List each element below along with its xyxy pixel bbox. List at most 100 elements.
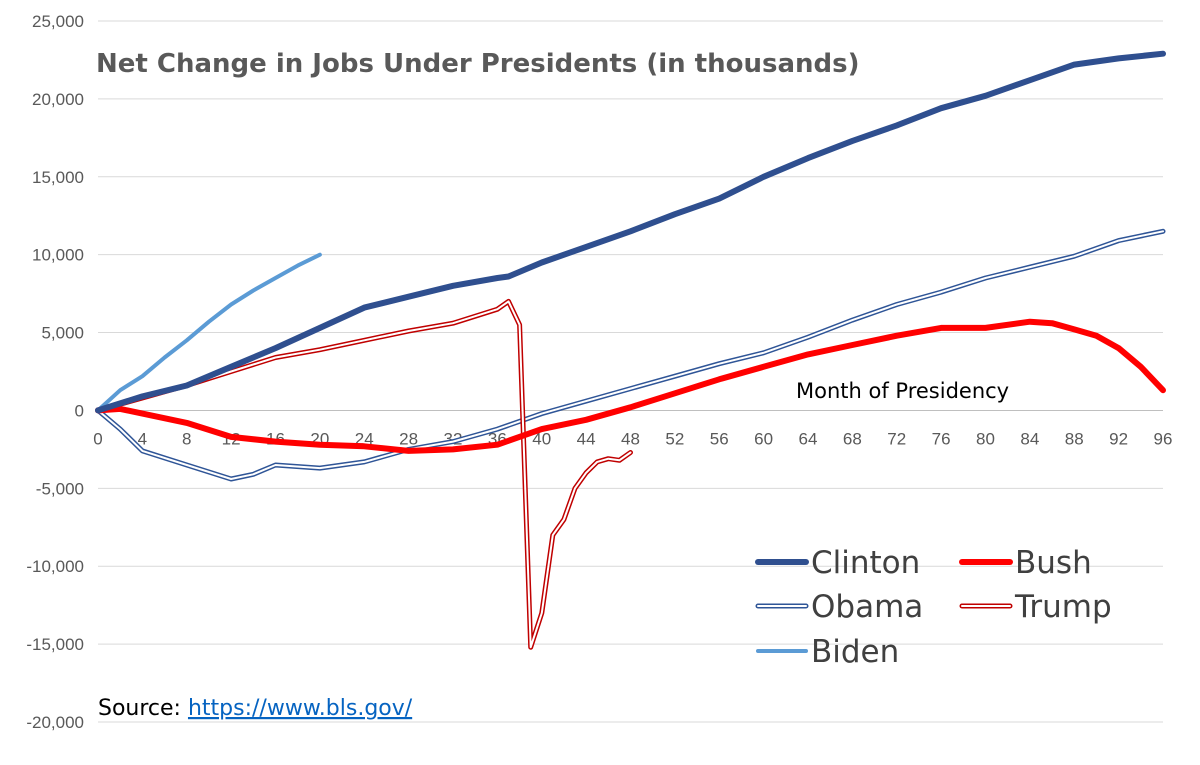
data-point-clinton xyxy=(142,396,144,398)
data-point-clinton xyxy=(985,95,987,97)
chart-title: Net Change in Jobs Under Presidents (in … xyxy=(96,49,859,79)
y-tick-label: -20,000 xyxy=(26,713,84,732)
data-point-obama xyxy=(186,464,188,466)
y-tick-label: 20,000 xyxy=(32,90,84,109)
data-point-clinton xyxy=(1162,53,1164,55)
data-point-clinton xyxy=(718,198,720,200)
y-tick-label: 25,000 xyxy=(32,12,84,31)
source-annotation: Source: https://www.bls.gov/ xyxy=(98,696,413,721)
data-point-clinton xyxy=(763,176,765,178)
legend-label-bush: Bush xyxy=(1015,545,1092,581)
data-point-bush xyxy=(807,354,809,356)
data-point-bush xyxy=(674,393,676,395)
data-point-bush xyxy=(1162,389,1164,391)
data-point-biden xyxy=(297,265,299,267)
legend: Clinton Bush Obama Trump Biden xyxy=(755,545,1112,670)
data-point-trump xyxy=(530,646,532,648)
data-point-clinton xyxy=(852,140,854,142)
data-point-trump xyxy=(408,330,410,332)
data-point-bush xyxy=(275,441,277,443)
y-tick-label: 10,000 xyxy=(32,246,84,265)
data-point-obama xyxy=(319,467,321,469)
data-point-clinton xyxy=(585,246,587,248)
data-point-obama xyxy=(985,277,987,279)
data-point-clinton xyxy=(508,276,510,278)
data-point-trump xyxy=(497,308,499,310)
series-line-bush xyxy=(95,318,1166,454)
data-point-trump xyxy=(275,357,277,359)
data-point-clinton xyxy=(275,347,277,349)
data-point-obama xyxy=(807,336,809,338)
data-point-bush xyxy=(319,444,321,446)
x-tick-label: 52 xyxy=(665,429,684,448)
data-point-obama xyxy=(1118,240,1120,242)
series-line-clinton xyxy=(95,50,1166,414)
data-point-clinton xyxy=(630,231,632,233)
data-point-bush xyxy=(452,449,454,451)
data-point-bush xyxy=(119,408,121,410)
data-point-bush xyxy=(940,327,942,329)
legend-item-trump: Trump xyxy=(959,589,1112,625)
data-point-obama xyxy=(497,428,499,430)
data-point-obama xyxy=(585,400,587,402)
data-point-obama xyxy=(630,388,632,390)
data-point-bush xyxy=(1140,366,1142,368)
data-point-obama xyxy=(763,352,765,354)
x-tick-label: 84 xyxy=(1020,429,1039,448)
x-tick-label: 96 xyxy=(1154,429,1173,448)
data-point-biden xyxy=(164,357,166,359)
data-point-obama xyxy=(541,413,543,415)
data-point-obama xyxy=(896,304,898,306)
data-point-biden xyxy=(275,277,277,279)
data-point-clinton xyxy=(319,327,321,329)
data-point-obama xyxy=(230,478,232,480)
data-point-trump xyxy=(363,340,365,342)
data-point-clinton xyxy=(807,157,809,159)
data-point-obama xyxy=(119,428,121,430)
data-point-biden xyxy=(253,290,255,292)
x-tick-label: 44 xyxy=(577,429,596,448)
x-tick-label: 0 xyxy=(93,429,102,448)
data-point-trump xyxy=(608,458,610,460)
data-point-clinton xyxy=(186,385,188,387)
data-point-obama xyxy=(363,461,365,463)
data-point-obama xyxy=(674,375,676,377)
y-tick-label: -15,000 xyxy=(26,635,84,654)
data-point-bush xyxy=(1118,347,1120,349)
data-point-bush xyxy=(142,413,144,415)
data-point-clinton xyxy=(940,107,942,109)
data-point-clinton xyxy=(230,366,232,368)
data-point-bush xyxy=(896,335,898,337)
x-tick-label: 72 xyxy=(887,429,906,448)
data-point-bush xyxy=(1029,321,1031,323)
data-point-obama xyxy=(940,291,942,293)
x-tick-label: 56 xyxy=(710,429,729,448)
series-trump xyxy=(95,298,633,650)
data-point-biden xyxy=(208,321,210,323)
data-point-bush xyxy=(718,378,720,380)
data-point-trump xyxy=(574,488,576,490)
data-point-bush xyxy=(230,436,232,438)
data-point-trump xyxy=(230,371,232,373)
data-point-obama xyxy=(275,464,277,466)
data-point-trump xyxy=(552,534,554,536)
x-axis-label: Month of Presidency xyxy=(796,379,1009,403)
x-tick-label: 76 xyxy=(932,429,951,448)
data-point-obama xyxy=(142,450,144,452)
data-point-bush xyxy=(985,327,987,329)
data-point-trump xyxy=(630,452,632,454)
x-tick-label: 8 xyxy=(182,429,191,448)
x-tick-label: 60 xyxy=(754,429,773,448)
x-tick-label: 64 xyxy=(799,429,818,448)
legend-item-bush: Bush xyxy=(959,545,1092,581)
data-point-bush xyxy=(186,422,188,424)
data-point-bush xyxy=(630,407,632,409)
y-axis-ticks: -20,000 -15,000 -10,000 -5,000 0 5,000 10,000 1… xyxy=(26,12,84,732)
data-point-biden xyxy=(319,254,321,256)
source-link[interactable]: https://www.bls.gov/ xyxy=(188,696,413,721)
x-tick-label: 80 xyxy=(976,429,995,448)
data-point-bush xyxy=(1051,322,1053,324)
data-point-obama xyxy=(718,363,720,365)
